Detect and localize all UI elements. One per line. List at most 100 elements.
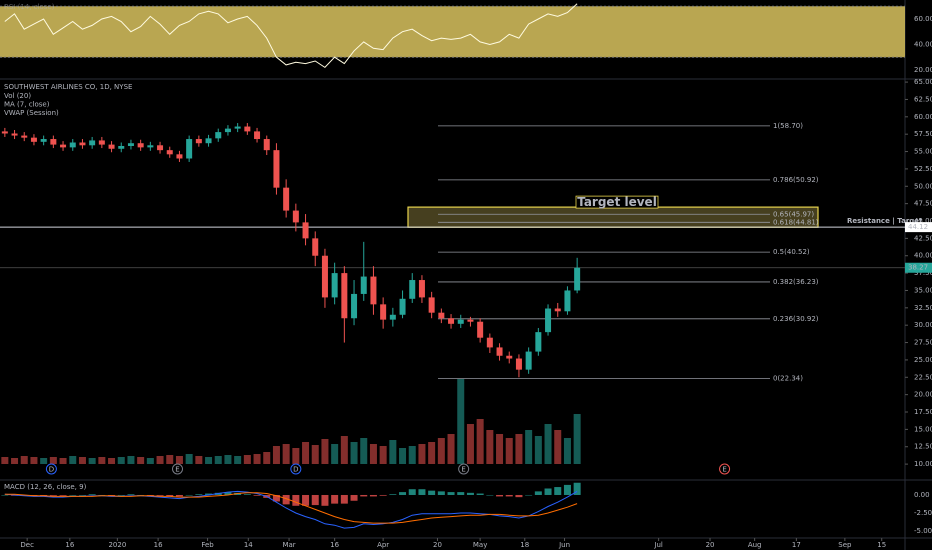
volume-bar [389,440,397,464]
y-tick-label: 32.50 [914,304,932,312]
x-tick-label: Aug [748,541,762,549]
macd-histogram-bar [544,488,552,495]
rsi-tick-label: 20.00 [914,66,932,74]
y-tick-label: 57.50 [914,130,932,138]
candle-body [380,304,387,320]
candle-body [389,314,396,320]
candle-body [137,143,144,148]
macd-histogram-bar [59,494,67,496]
resistance-tag-label: 44.12 [908,223,928,231]
candle-body [69,142,76,148]
volume-bar [40,458,48,464]
volume-bar [30,457,38,464]
rsi-title: RSI (14, close) [4,3,55,11]
candle-body [370,276,377,305]
volume-bar [98,457,106,464]
y-tick-label: 12.50 [914,443,932,451]
fib-label: 0.786(50.92) [773,176,819,184]
volume-bar [321,439,329,464]
fib-label: 0.65(45.97) [773,210,814,218]
macd-histogram-bar [534,491,542,495]
macd-tick-label: -2.50 [914,509,932,517]
x-tick-label: 17 [792,541,801,549]
macd-histogram-bar [331,494,339,504]
volume-bar [175,456,183,464]
x-tick-label: 2020 [108,541,126,549]
volume-bar [49,457,57,464]
volume-bar [156,456,164,464]
candle-body [127,143,134,146]
event-label: E [175,466,179,474]
candle-body [273,150,280,188]
event-marker [45,463,57,475]
volume-bar [69,456,77,464]
fib-label: 0(22.34) [773,374,803,382]
candle-body [224,128,231,133]
volume-bar [205,457,213,464]
rsi-tick-label: 60.00 [914,15,932,23]
candle-body [486,337,493,348]
indicator-label: VWAP (Session) [4,109,59,117]
y-tick-label: 10.00 [914,460,932,468]
candle-body [11,133,18,136]
x-tick-label: 16 [330,541,339,549]
volume-bar [350,442,358,464]
volume-bar [263,452,271,464]
macd-histogram-bar [253,494,261,496]
candle-body [21,135,28,138]
macd-histogram-bar [515,494,523,498]
event-marker [290,463,302,475]
candle-body [244,126,251,132]
event-label: E [722,466,726,474]
candle-body [418,280,425,298]
y-tick-label: 47.50 [914,200,932,208]
y-tick-label: 40.00 [914,252,932,260]
macd-histogram-bar [360,494,368,497]
macd-histogram-bar [127,494,135,495]
volume-bar [253,454,261,464]
candle-body [147,145,154,148]
indicator-label: Vol (20) [4,92,31,100]
last-price-label: 38.27 [908,264,928,272]
volume-bar [108,458,116,464]
macd-histogram-bar [195,494,203,495]
last-price-tag [905,262,932,273]
symbol-title: SOUTHWEST AIRLINES CO, 1D, NYSE [4,83,132,91]
target-zone [407,206,819,228]
candle-body [89,140,96,146]
volume-bar [379,446,387,464]
macd-histogram-bar [292,494,300,506]
macd-histogram-bar [447,492,455,495]
macd-histogram-bar [554,487,562,495]
macd-histogram-bar [243,494,251,495]
target-label-bg [575,195,659,209]
macd-histogram-bar [476,493,484,495]
volume-bar [544,424,552,464]
candle-body [263,139,270,151]
x-tick-label: Feb [201,541,214,549]
macd-histogram-bar [185,494,193,496]
volume-bar [466,424,474,464]
macd-histogram-bar [408,489,416,495]
volume-bar [224,455,232,464]
macd-histogram-bar [166,494,174,497]
macd-histogram-bar [49,494,57,496]
volume-bar [88,458,96,464]
volume-bar [573,414,581,464]
y-tick-label: 15.00 [914,425,932,433]
event-marker [172,463,184,475]
y-tick-label: 25.00 [914,356,932,364]
macd-histogram-bar [205,493,213,495]
volume-bar [292,448,300,464]
candle-body [457,319,464,324]
volume-bar [457,379,465,464]
candle-body [186,139,193,159]
macd-histogram-bar [321,494,329,506]
candle-body [331,273,338,298]
macd-histogram-bar [466,492,474,495]
macd-histogram-bar [457,492,465,495]
volume-bar [195,456,203,464]
macd-histogram-bar [496,494,504,497]
candle-body [545,308,552,333]
